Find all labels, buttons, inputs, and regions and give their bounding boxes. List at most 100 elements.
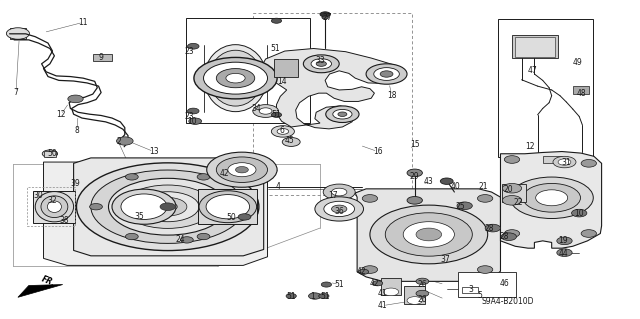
Text: 51: 51 — [270, 44, 280, 53]
Text: 44: 44 — [558, 249, 568, 258]
Text: 50: 50 — [227, 213, 237, 222]
Circle shape — [557, 237, 572, 245]
Circle shape — [207, 152, 277, 187]
Text: 32: 32 — [47, 197, 58, 205]
Circle shape — [416, 278, 429, 285]
Bar — [381, 278, 401, 295]
Circle shape — [125, 174, 138, 180]
Text: 29: 29 — [410, 172, 420, 181]
Circle shape — [216, 69, 255, 88]
Circle shape — [362, 195, 378, 202]
Circle shape — [553, 156, 576, 168]
Text: 7: 7 — [13, 88, 19, 97]
Text: S9A4-B2010D: S9A4-B2010D — [481, 297, 534, 306]
Ellipse shape — [158, 202, 177, 211]
Text: 45: 45 — [284, 137, 294, 145]
Text: 42: 42 — [369, 279, 380, 288]
Ellipse shape — [206, 195, 250, 219]
Text: 21: 21 — [479, 182, 488, 191]
Text: 16: 16 — [372, 147, 383, 156]
Circle shape — [315, 197, 364, 221]
Circle shape — [332, 205, 347, 213]
Polygon shape — [44, 162, 268, 265]
Text: 51: 51 — [271, 110, 282, 119]
Circle shape — [333, 109, 352, 119]
Circle shape — [372, 281, 383, 286]
Text: 41: 41 — [378, 301, 388, 310]
Bar — [515, 37, 555, 57]
Circle shape — [253, 105, 278, 117]
Ellipse shape — [47, 201, 61, 212]
Circle shape — [510, 177, 593, 219]
Text: 41: 41 — [378, 289, 388, 298]
Circle shape — [197, 174, 210, 180]
Circle shape — [194, 57, 277, 99]
Circle shape — [558, 159, 571, 165]
Bar — [274, 59, 298, 77]
Text: 13: 13 — [148, 147, 159, 156]
Text: 43: 43 — [424, 177, 434, 186]
Text: 38: 38 — [59, 216, 69, 225]
Circle shape — [362, 266, 378, 273]
Circle shape — [320, 12, 330, 17]
Text: 20: 20 — [504, 185, 514, 194]
Circle shape — [407, 169, 422, 177]
Text: 31: 31 — [561, 158, 572, 167]
Circle shape — [188, 43, 199, 49]
Text: 12: 12 — [525, 142, 534, 151]
Circle shape — [125, 234, 138, 240]
Bar — [33, 191, 75, 223]
Text: 46: 46 — [499, 279, 509, 288]
Text: 39: 39 — [70, 179, 81, 188]
Circle shape — [416, 228, 442, 241]
Circle shape — [226, 73, 245, 83]
Text: 5: 5 — [477, 291, 483, 300]
Ellipse shape — [204, 45, 267, 112]
Circle shape — [204, 62, 268, 94]
Circle shape — [477, 195, 493, 202]
Bar — [512, 35, 558, 58]
Bar — [458, 272, 516, 297]
Circle shape — [504, 156, 520, 163]
Text: 49: 49 — [572, 58, 582, 67]
Circle shape — [407, 297, 422, 304]
Text: 51: 51 — [286, 292, 296, 300]
Text: 6: 6 — [279, 126, 284, 135]
Text: 12: 12 — [56, 110, 65, 119]
Bar — [462, 287, 478, 293]
Circle shape — [160, 203, 175, 211]
Text: 14: 14 — [276, 77, 287, 86]
Text: 47: 47 — [527, 66, 538, 75]
Text: 50: 50 — [47, 149, 58, 158]
Circle shape — [440, 178, 453, 184]
Circle shape — [502, 183, 522, 193]
Circle shape — [6, 28, 29, 39]
Circle shape — [366, 64, 407, 84]
Circle shape — [557, 249, 572, 256]
Circle shape — [259, 108, 272, 114]
Text: FR.: FR. — [40, 274, 56, 288]
Text: 3: 3 — [468, 285, 473, 294]
Text: 4: 4 — [276, 182, 281, 191]
Text: 17: 17 — [328, 191, 338, 200]
Polygon shape — [74, 158, 264, 256]
Ellipse shape — [122, 185, 213, 228]
Text: 18: 18 — [387, 91, 396, 100]
Circle shape — [370, 205, 488, 264]
Text: 23: 23 — [184, 47, 195, 56]
Bar — [10, 28, 26, 39]
Circle shape — [338, 112, 347, 116]
Circle shape — [374, 68, 399, 80]
Circle shape — [403, 222, 454, 247]
Circle shape — [322, 16, 328, 19]
Text: 9: 9 — [99, 53, 104, 62]
Text: 34: 34 — [251, 104, 261, 113]
Circle shape — [68, 95, 83, 103]
Text: 15: 15 — [410, 140, 420, 149]
Ellipse shape — [35, 191, 74, 222]
Bar — [93, 54, 112, 61]
Bar — [186, 18, 310, 123]
Text: 24: 24 — [175, 235, 186, 244]
Circle shape — [324, 201, 355, 217]
Text: 10: 10 — [574, 209, 584, 218]
